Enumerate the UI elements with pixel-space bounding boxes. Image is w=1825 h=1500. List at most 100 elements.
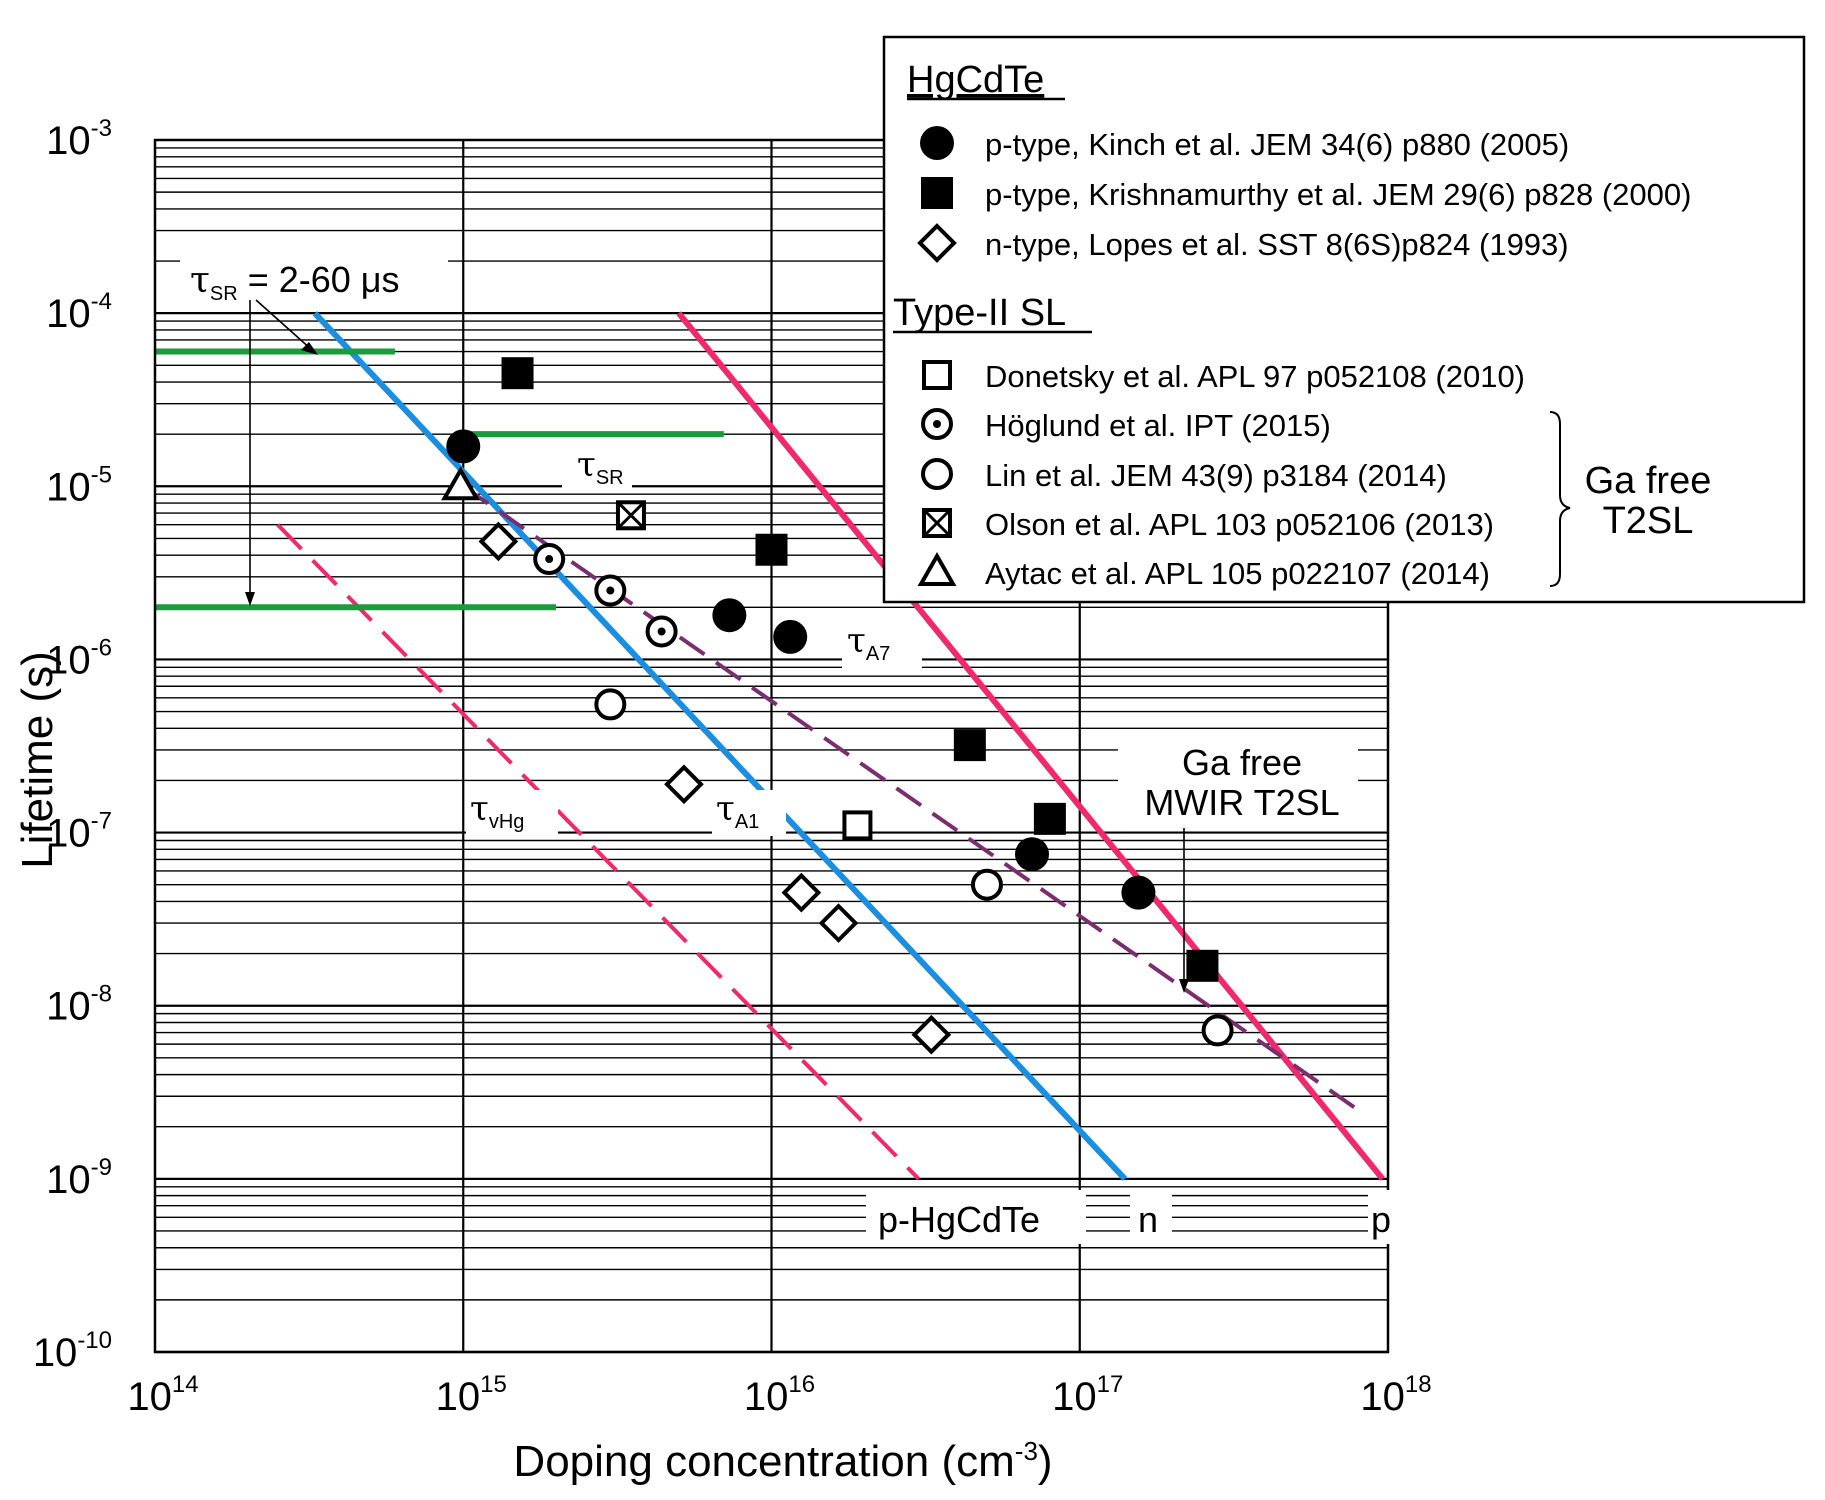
plot-frame — [153, 138, 1390, 1354]
x-tick-label: 1018 — [1360, 1371, 1431, 1419]
line-tau-a7 — [676, 311, 1385, 1181]
legend-entry-label: Olson et al. APL 103 p052106 (2013) — [985, 507, 1494, 542]
marker-shape — [781, 872, 822, 913]
legend-entry-label: p-type, Kinch et al. JEM 34(6) p880 (200… — [985, 127, 1569, 162]
legend-brace-line1: Ga free — [1585, 460, 1712, 502]
marker-shape — [1015, 837, 1050, 872]
tau-sr-mid-label: τSR — [577, 445, 624, 489]
tau-vhg-box — [466, 790, 558, 838]
x-axis-label: Doping concentration (cm-3) — [513, 1436, 1052, 1486]
marker-shape — [1033, 802, 1066, 835]
marker-shape — [664, 764, 704, 805]
data-point-filled-circle — [712, 598, 747, 633]
data-point-dotted-circle — [645, 615, 678, 648]
marker-shape — [917, 223, 957, 263]
marker-shape — [920, 126, 954, 160]
data-point-open-triangle — [441, 466, 480, 501]
marker-dot — [606, 586, 615, 595]
legend-brace-line2: T2SL — [1603, 500, 1694, 542]
data-point-dotted-circle — [533, 543, 566, 576]
legend-entries: p-type, Kinch et al. JEM 34(6) p880 (200… — [917, 126, 1691, 591]
legend-marker-open-square — [922, 360, 952, 390]
legend: HgCdTe Type-II SL p-type, Kinch et al. J… — [882, 35, 1806, 604]
y-tick-label: 10-6 — [46, 634, 112, 682]
legend-frame — [882, 35, 1806, 604]
y-axis-label: Lifetime (s) — [13, 651, 62, 869]
marker-shape — [953, 729, 986, 762]
marker-shape — [970, 868, 1003, 901]
data-point-open-diamond — [911, 1014, 952, 1055]
x-tick-label: 1017 — [1052, 1371, 1123, 1419]
data-point-dotted-circle — [594, 574, 627, 607]
tau-a1-label: τA1 — [716, 789, 759, 833]
x-tick-label: 1016 — [744, 1371, 815, 1419]
legend-marker-dotted-circle — [921, 408, 953, 440]
marker-shape — [917, 551, 957, 586]
y-tick-label: 10-4 — [46, 288, 112, 336]
p-label-box — [1368, 1190, 1402, 1244]
marker-shape — [921, 458, 953, 490]
legend-marker-open-diamond — [917, 223, 957, 263]
tau-sr-label-box — [180, 248, 448, 306]
marker-shape — [922, 360, 952, 390]
legend-marker-filled-circle — [920, 126, 954, 160]
marker-shape — [712, 598, 747, 633]
line-tau-a1 — [312, 311, 1127, 1181]
n-label-box — [1130, 1190, 1172, 1244]
data-point-filled-circle — [446, 429, 481, 464]
y-tick-label: 10-3 — [46, 115, 112, 163]
legend-entry-label: Höglund et al. IPT (2015) — [985, 408, 1331, 443]
tau-vhg-label: τvHg — [470, 789, 524, 833]
n-label: n — [1138, 1199, 1158, 1240]
legend-brace — [1549, 411, 1571, 587]
data-point-filled-circle — [773, 619, 808, 654]
marker-shape — [1121, 875, 1156, 910]
tau-sr-label: τSR = 2-60 μs — [190, 259, 400, 305]
marker-cross — [922, 508, 952, 538]
data-point-filled-circle — [1121, 875, 1156, 910]
legend-entry-label: p-type, Krishnamurthy et al. JEM 29(6) p… — [985, 177, 1691, 212]
y-tick-label: 10-8 — [46, 981, 112, 1029]
marker-cross — [616, 501, 646, 530]
marker-shape — [1186, 949, 1219, 982]
tau-a7-label: τA7 — [847, 621, 890, 665]
marker-shape — [441, 466, 480, 501]
legend-marker-open-triangle — [917, 551, 957, 586]
data-point-filled-square — [755, 533, 788, 566]
data-point-open-diamond — [818, 903, 859, 943]
marker-shape — [755, 533, 788, 566]
marker-dot — [545, 555, 554, 564]
marker-shape — [911, 1014, 952, 1055]
x-tick-label: 1015 — [436, 1371, 507, 1419]
data-point-filled-square — [1033, 802, 1066, 835]
marker-shape — [773, 619, 808, 654]
data-points — [441, 357, 1234, 1055]
legend-marker-filled-square — [921, 177, 953, 209]
x-tick-label: 1014 — [127, 1371, 198, 1419]
marker-shape — [594, 688, 627, 721]
y-tick-label: 10-5 — [46, 461, 112, 509]
ga-free-mwir-box — [1118, 735, 1358, 827]
marker-shape — [501, 357, 534, 390]
tau-sr-arrowhead-lower — [245, 592, 255, 606]
legend-entry-label: Aytac et al. APL 105 p022107 (2014) — [985, 556, 1490, 591]
legend-group-hgcdte: HgCdTe — [907, 59, 1044, 101]
line-tau-vhg — [276, 523, 921, 1181]
tau-a1-box — [712, 790, 786, 836]
tau-sr-arrow-upper — [255, 299, 313, 351]
data-point-filled-square — [501, 357, 534, 390]
p-label: p — [1371, 1199, 1391, 1240]
data-point-filled-square — [1186, 949, 1219, 982]
marker-shape — [1201, 1014, 1234, 1047]
data-point-open-circle — [594, 688, 627, 721]
marker-shape — [818, 903, 859, 943]
axis-ticks: 1014 1015 1016 1017 1018 10-3 10-4 10-5 10-6 10-7… — [33, 115, 1432, 1419]
tau-sr-mid-box — [562, 448, 632, 490]
y-tick-label: 10-10 — [33, 1327, 112, 1375]
legend-marker-crossed-square — [922, 508, 952, 538]
marker-shape — [921, 177, 953, 209]
ga-free-mwir-line2: MWIR T2SL — [1144, 782, 1339, 823]
tau-a7-box — [842, 620, 922, 668]
data-point-open-square — [842, 810, 873, 841]
p-hgcdte-box — [866, 1190, 1086, 1244]
